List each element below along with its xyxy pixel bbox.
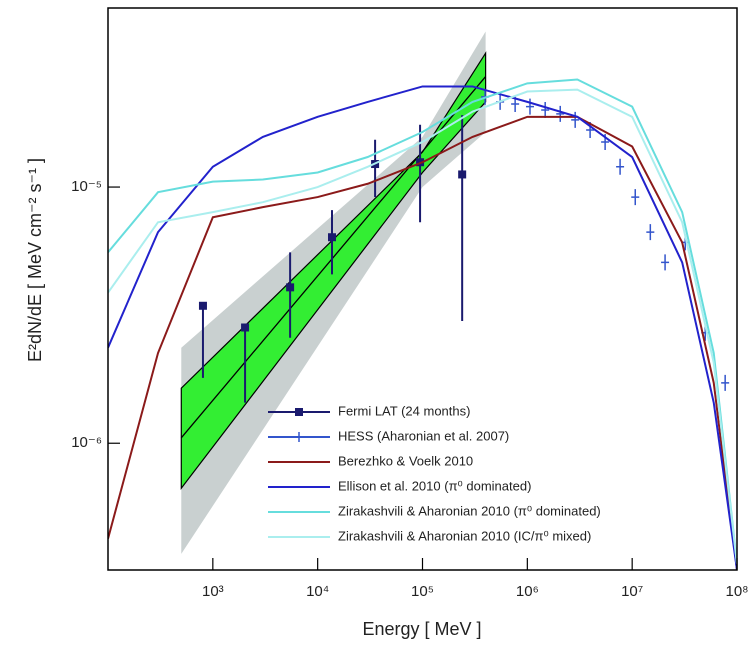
model-curve [108, 115, 737, 570]
data-point [661, 254, 670, 271]
x-tick-label: 10⁵ [411, 583, 434, 600]
model-curve [108, 88, 737, 565]
data-point [241, 323, 250, 332]
x-tick-label: 10⁴ [306, 583, 329, 600]
data-point [646, 224, 655, 241]
y-tick-label: 10⁻⁶ [71, 434, 102, 451]
data-point [631, 189, 640, 206]
x-axis-label: Energy [ MeV ] [362, 619, 481, 639]
x-tick-label: 10⁶ [516, 583, 539, 600]
fit-line [180, 76, 487, 439]
legend-marker [295, 408, 303, 416]
y-axis-label: E²dN/dE [ MeV cm⁻² s⁻¹ ] [25, 158, 45, 362]
legend-label: Zirakashvili & Aharonian 2010 (π⁰ domina… [338, 503, 601, 518]
legend-label: Berezhko & Voelk 2010 [338, 453, 473, 468]
data-point [458, 170, 467, 179]
data-point [327, 233, 336, 242]
legend-label: Fermi LAT (24 months) [338, 403, 470, 418]
data-point [616, 158, 625, 175]
y-tick-label: 10⁻⁵ [71, 178, 102, 195]
x-tick-label: 10⁷ [621, 583, 643, 600]
legend-label: HESS (Aharonian et al. 2007) [338, 428, 509, 443]
x-tick-label: 10⁸ [725, 583, 748, 600]
data-point [556, 105, 565, 122]
data-point [525, 98, 534, 115]
data-point [286, 283, 295, 292]
data-point [198, 301, 207, 310]
legend-label: Ellison et al. 2010 (π⁰ dominated) [338, 478, 531, 493]
model-curve [108, 78, 737, 565]
data-point [721, 374, 730, 391]
data-point [571, 111, 580, 128]
model-curve [108, 85, 737, 570]
band [181, 31, 486, 554]
legend-label: Zirakashvili & Aharonian 2010 (IC/π⁰ mix… [338, 528, 591, 543]
x-tick-label: 10³ [202, 583, 224, 600]
data-point [541, 101, 550, 118]
